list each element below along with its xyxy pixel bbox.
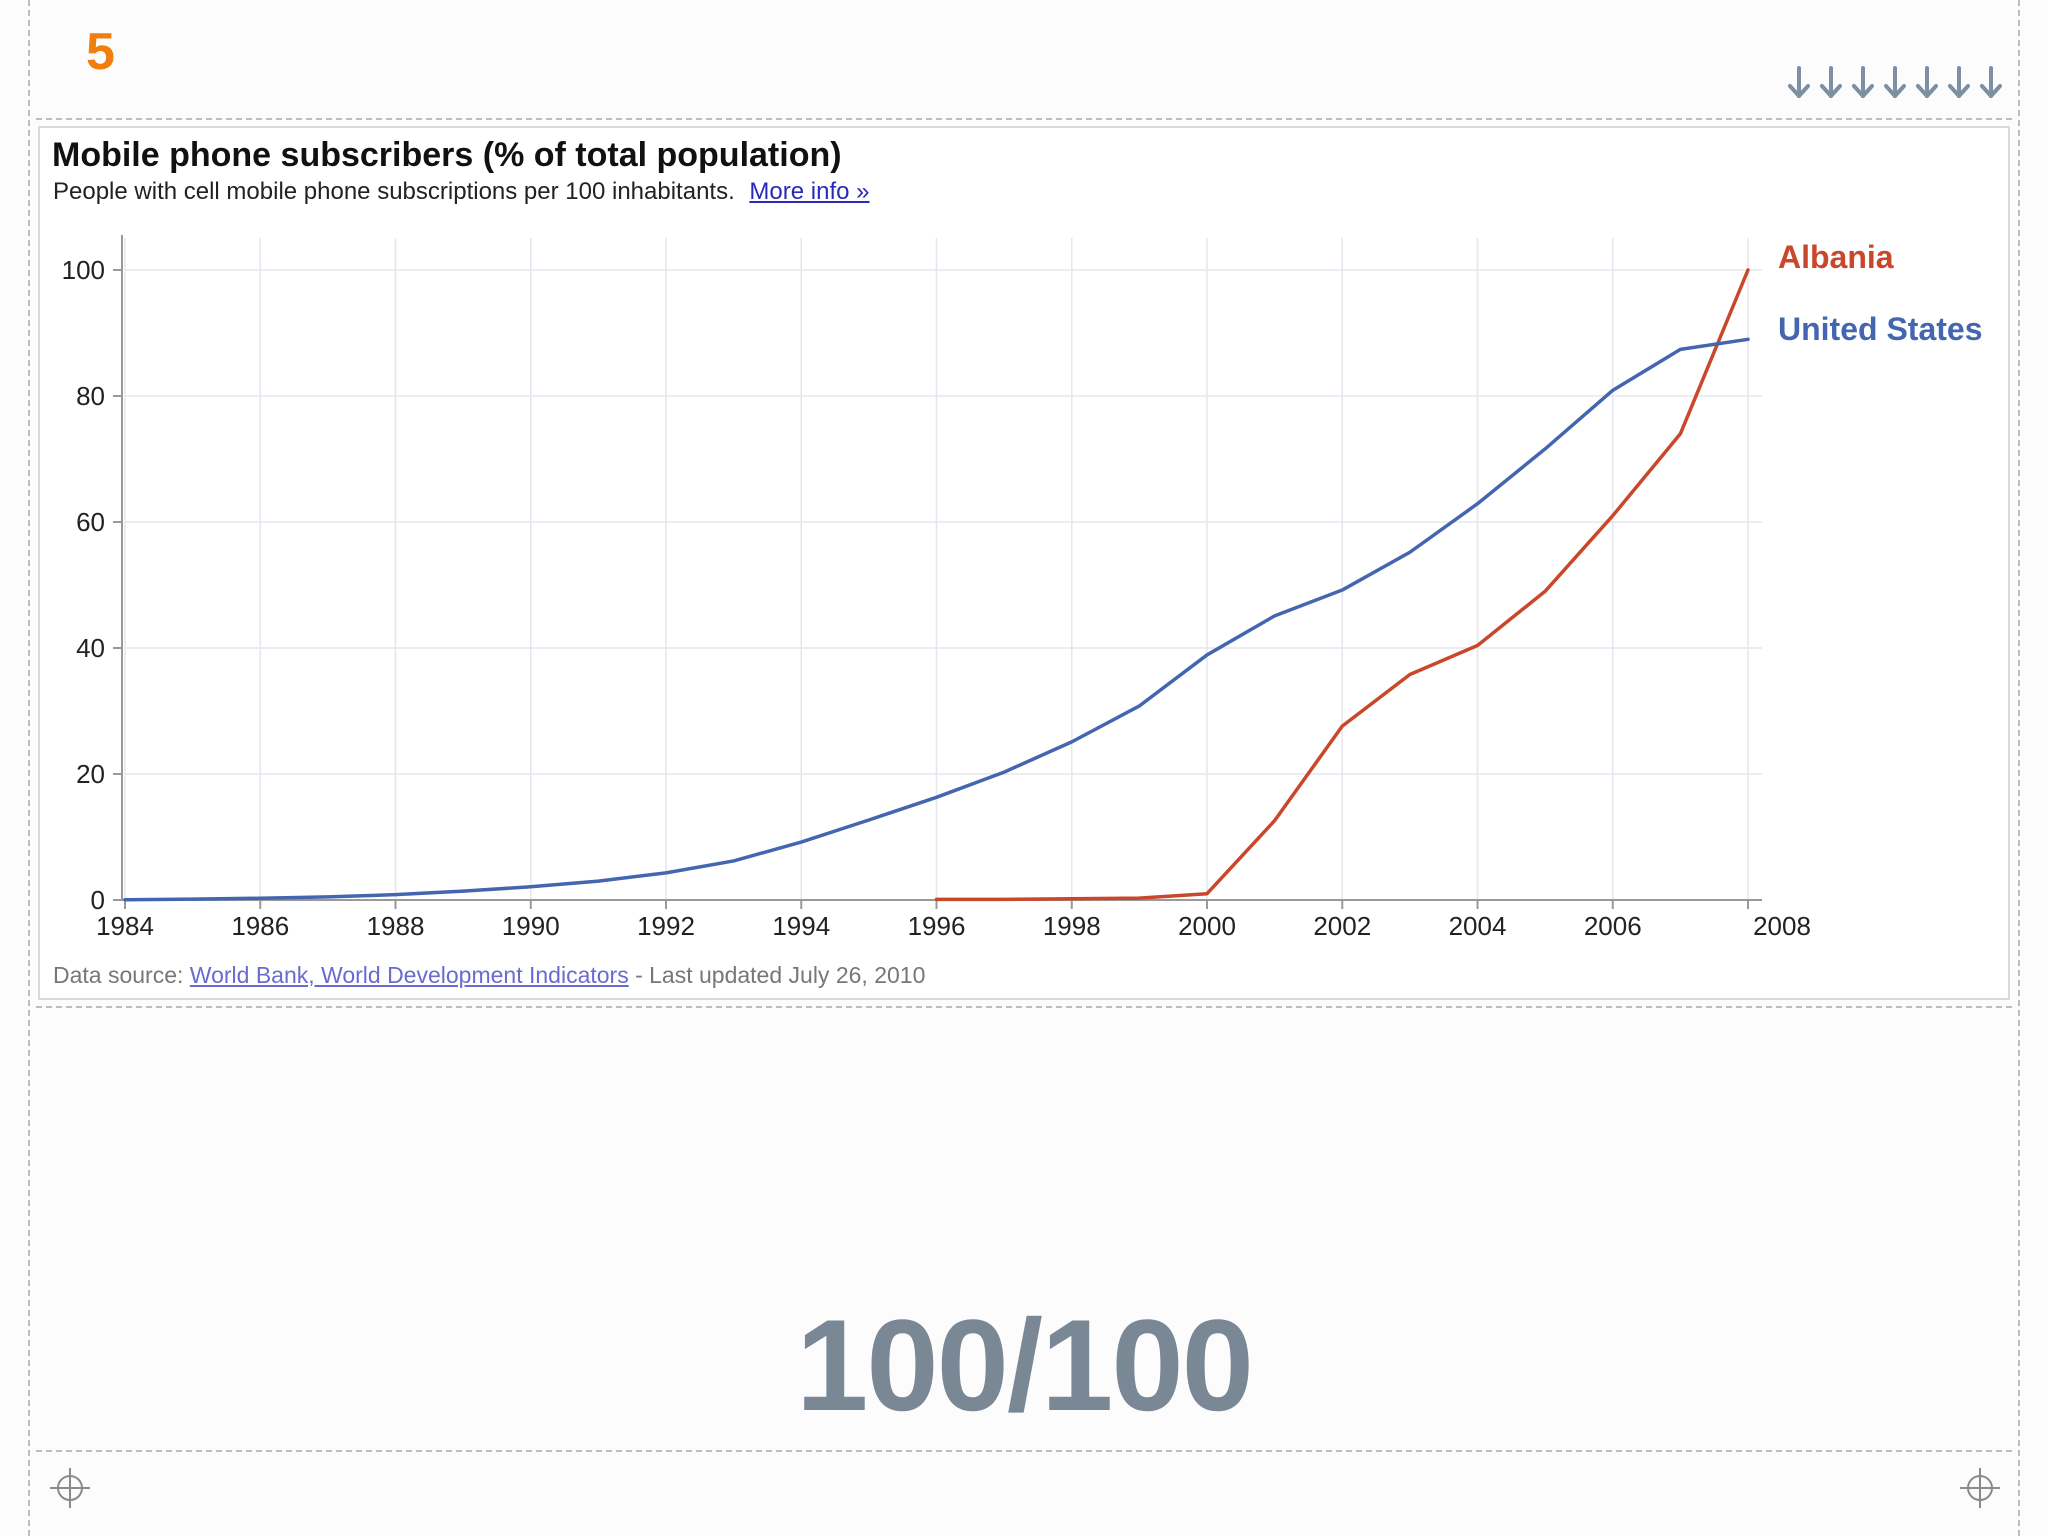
chart-panel	[38, 126, 2010, 1000]
x-tick-label: 1998	[1043, 911, 1101, 941]
crosshair-icon-left	[50, 1468, 90, 1508]
y-tick-label: 20	[76, 759, 105, 789]
series-line-albania	[934, 268, 1750, 902]
x-tick-label: 1990	[502, 911, 560, 941]
y-tick-label: 40	[76, 633, 105, 663]
x-tick-label: 2008	[1753, 911, 1811, 941]
frame-chart-divider	[36, 1006, 2012, 1008]
footer-prefix: Data source:	[53, 962, 190, 988]
y-tick-label: 80	[76, 381, 105, 411]
x-tick-label: 2006	[1584, 911, 1642, 941]
arrow-down-icon[interactable]	[1914, 64, 1940, 100]
legend-label-albania: Albania	[1778, 239, 1894, 275]
arrow-down-icon[interactable]	[1850, 64, 1876, 100]
frame-top-divider	[36, 118, 2012, 120]
nav-arrows[interactable]	[1786, 64, 2004, 100]
x-tick-label: 1994	[772, 911, 830, 941]
chart-subtitle: People with cell mobile phone subscripti…	[53, 178, 869, 206]
slide-number: 5	[86, 23, 115, 81]
arrow-down-icon[interactable]	[1946, 64, 1972, 100]
y-tick-label: 100	[62, 255, 105, 285]
x-tick-label: 1986	[231, 911, 289, 941]
footer-suffix: - Last updated July 26, 2010	[628, 962, 926, 988]
series-line-united-states	[123, 337, 1750, 902]
arrow-down-icon[interactable]	[1786, 64, 1812, 100]
data-source-link[interactable]: World Bank, World Development Indicators	[189, 962, 629, 988]
frame-left-line	[28, 0, 30, 1536]
arrow-down-icon[interactable]	[1818, 64, 1844, 100]
line-chart: 0 20 40 60 80 100 1984 1986 1988 1990 1992 1994 1996…	[62, 235, 1982, 941]
legend-label-united-states: United States	[1778, 311, 1982, 347]
chart-title: Mobile phone subscribers (% of total pop…	[52, 136, 842, 174]
crosshair-icon-right	[1960, 1468, 2000, 1508]
arrow-down-icon[interactable]	[1978, 64, 2004, 100]
arrow-down-icon[interactable]	[1882, 64, 1908, 100]
x-tick-label: 2004	[1449, 911, 1507, 941]
more-info-link[interactable]: More info »	[749, 178, 870, 205]
y-tick-label: 60	[76, 507, 105, 537]
x-tick-label: 1988	[367, 911, 425, 941]
x-tick-label: 1984	[96, 911, 154, 941]
x-tick-label: 1992	[637, 911, 695, 941]
frame-bottom-divider	[36, 1450, 2012, 1452]
frame-right-line	[2018, 0, 2020, 1536]
score-value: 100/100	[796, 1292, 1254, 1438]
x-tick-label: 1996	[908, 911, 966, 941]
x-tick-label: 2002	[1313, 911, 1371, 941]
y-tick-label: 0	[91, 885, 105, 915]
x-tick-label: 2000	[1178, 911, 1236, 941]
chart-footer: Data source: World Bank, World Developme…	[53, 962, 925, 989]
chart-subtitle-text: People with cell mobile phone subscripti…	[53, 178, 735, 205]
